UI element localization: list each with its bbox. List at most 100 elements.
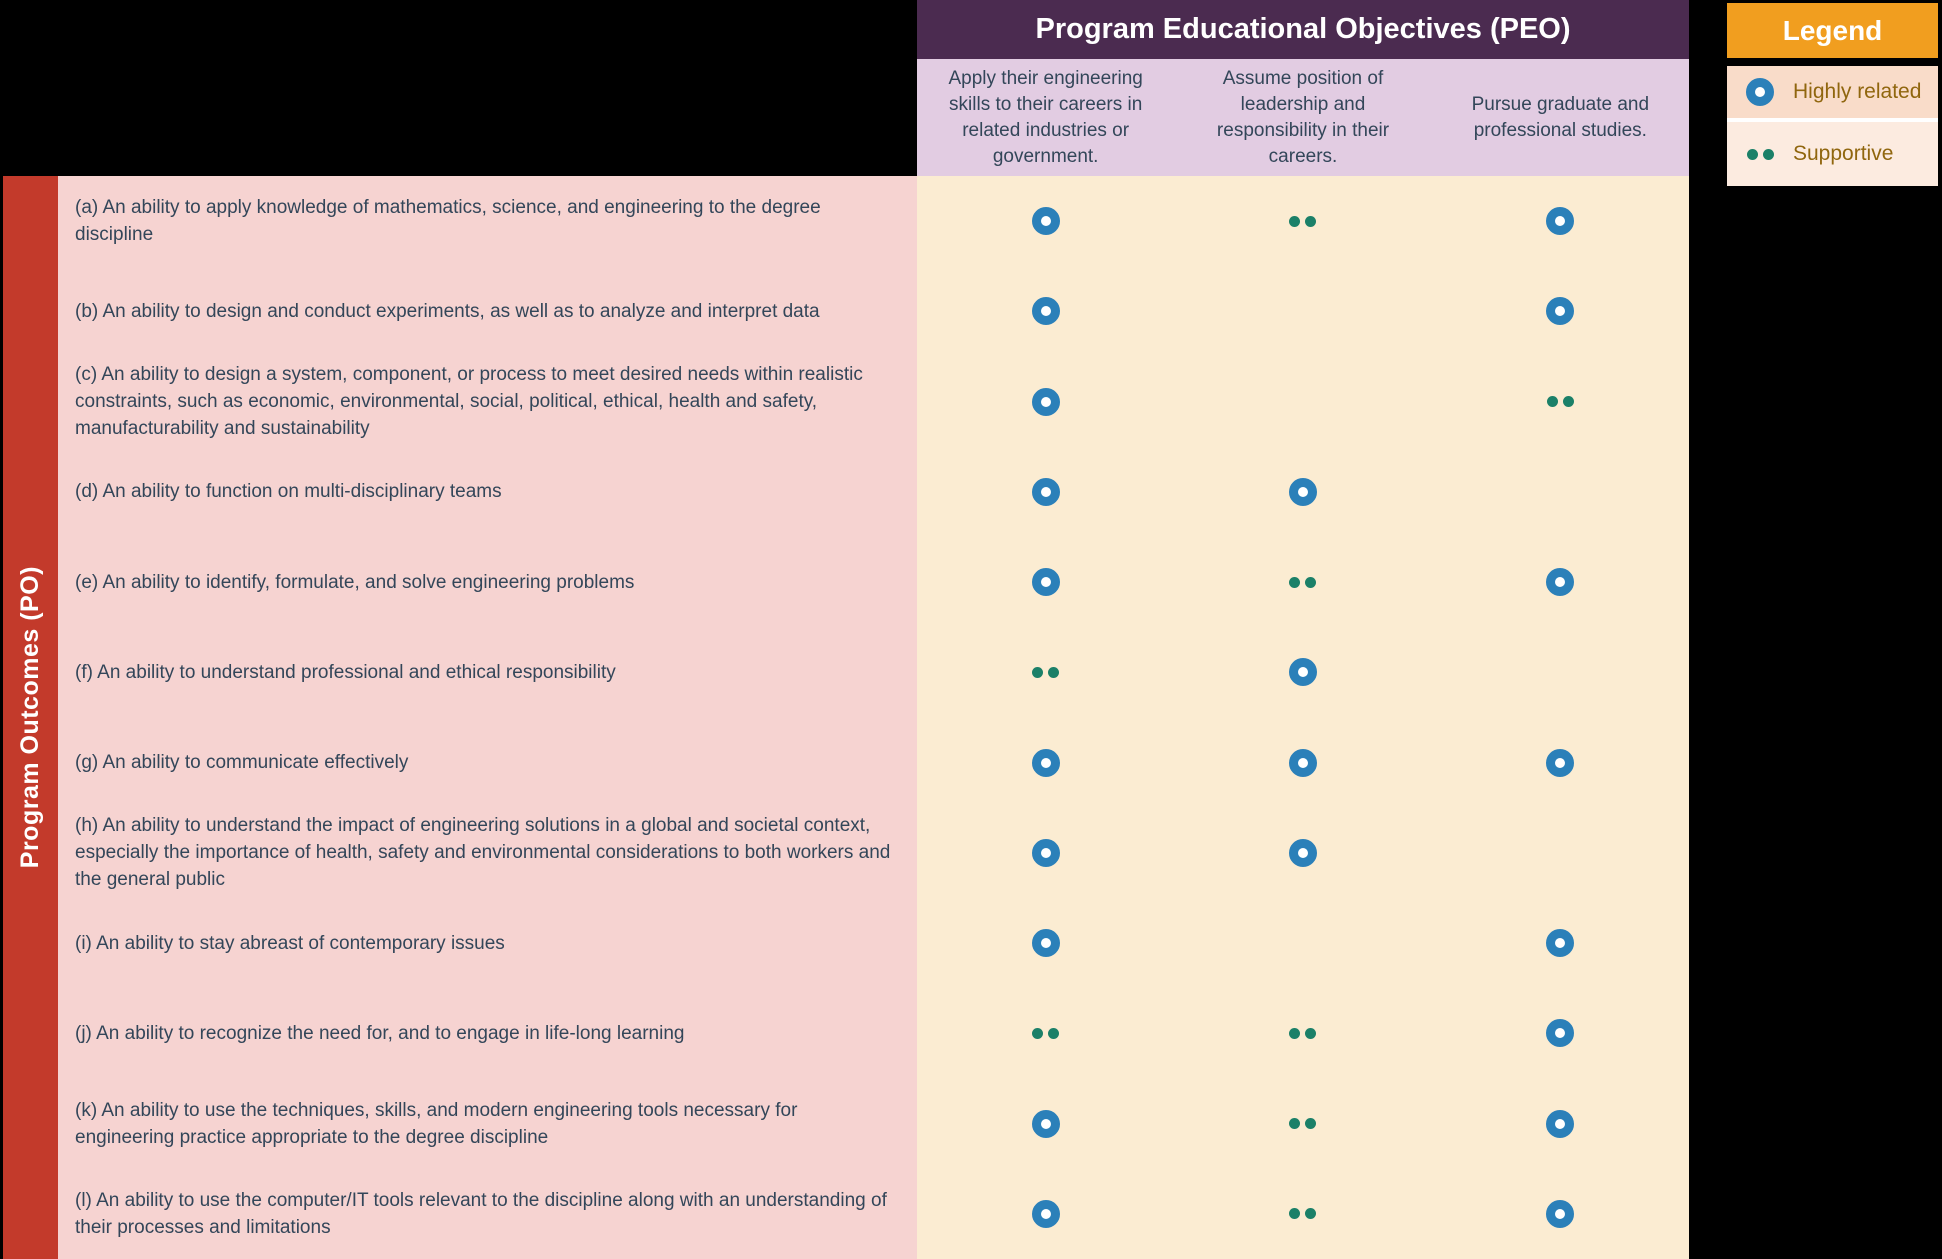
- supportive-icon: [1289, 215, 1317, 227]
- highly-related-icon: [1031, 568, 1060, 597]
- po-row-labels: (a) An ability to apply knowledge of mat…: [58, 176, 917, 1259]
- matrix-cell: [1174, 1079, 1431, 1169]
- po-row-label: (b) An ability to design and conduct exp…: [75, 300, 820, 322]
- matrix-row: [917, 176, 1689, 266]
- supportive-icon: [1032, 666, 1060, 678]
- matrix-cell: [1432, 627, 1689, 717]
- supportive-icon: [1289, 1208, 1317, 1220]
- matrix-cell: [1174, 627, 1431, 717]
- po-row-label: (l) An ability to use the computer/IT to…: [75, 1189, 887, 1238]
- peo-column-label: Assume position of leadership and respon…: [1216, 67, 1390, 167]
- highly-related-icon: [1546, 1199, 1575, 1228]
- matrix-cell: [1174, 1169, 1431, 1259]
- matrix-row: [917, 718, 1689, 808]
- matrix-cell: [1432, 537, 1689, 627]
- matrix-cell: [1432, 447, 1689, 537]
- po-row-label: (d) An ability to function on multi-disc…: [75, 481, 502, 503]
- po-axis-title: Program Outcomes (PO): [16, 566, 44, 869]
- matrix-cell: [1174, 266, 1431, 356]
- matrix-cell: [917, 447, 1174, 537]
- matrix-cell: [1174, 808, 1431, 898]
- legend-items: Highly related Supportive: [1727, 66, 1938, 186]
- po-row-label: (a) An ability to apply knowledge of mat…: [75, 197, 821, 246]
- highly-related-icon: [1031, 748, 1060, 777]
- supportive-icon: [1289, 1027, 1317, 1039]
- matrix-cell: [1174, 357, 1431, 447]
- matrix-cell: [917, 808, 1174, 898]
- matrix-cell: [917, 176, 1174, 266]
- matrix-cell: [917, 988, 1174, 1078]
- highly-related-icon: [1031, 1199, 1060, 1228]
- highly-related-icon: [1031, 477, 1060, 506]
- peo-column-label: Pursue graduate and professional studies…: [1471, 93, 1650, 141]
- matrix-row: [917, 447, 1689, 537]
- highly-related-icon: [1546, 297, 1575, 326]
- legend: Legend Highly related Supportive: [1727, 3, 1938, 186]
- matrix-cell: [917, 1169, 1174, 1259]
- legend-item-label: Highly related: [1793, 80, 1922, 103]
- matrix-cell: [917, 898, 1174, 988]
- supportive-icon: [1746, 148, 1774, 160]
- highly-related-icon: [1288, 658, 1317, 687]
- peo-column-headers: Apply their engineering skills to their …: [917, 59, 1689, 176]
- supportive-icon: [1546, 396, 1574, 408]
- matrix-cell: [917, 1079, 1174, 1169]
- po-row-label: (k) An ability to use the techniques, sk…: [75, 1099, 798, 1148]
- legend-marker: [1727, 78, 1793, 106]
- highly-related-icon: [1546, 748, 1575, 777]
- matrix-cell: [1432, 1169, 1689, 1259]
- po-row-label: (e) An ability to identify, formulate, a…: [75, 571, 635, 593]
- matrix-cell: [917, 357, 1174, 447]
- matrix-row: [917, 357, 1689, 447]
- highly-related-icon: [1031, 207, 1060, 236]
- matrix-cell: [1432, 988, 1689, 1078]
- highly-related-icon: [1031, 838, 1060, 867]
- matrix-row: [917, 898, 1689, 988]
- legend-item: Highly related: [1727, 66, 1938, 118]
- highly-related-icon: [1288, 838, 1317, 867]
- highly-related-icon: [1288, 748, 1317, 777]
- matrix-cell: [1432, 1079, 1689, 1169]
- po-row-label: (g) An ability to communicate effectivel…: [75, 752, 409, 774]
- matrix-cell: [1174, 176, 1431, 266]
- matrix-grid: [917, 176, 1689, 1259]
- matrix-cell: [1174, 447, 1431, 537]
- matrix-cell: [917, 627, 1174, 717]
- supportive-icon: [1289, 576, 1317, 588]
- highly-related-icon: [1031, 929, 1060, 958]
- legend-item-label: Supportive: [1793, 142, 1894, 165]
- matrix-cell: [917, 266, 1174, 356]
- supportive-icon: [1289, 1118, 1317, 1130]
- matrix-row: [917, 988, 1689, 1078]
- matrix-row: [917, 1169, 1689, 1259]
- matrix-cell: [917, 537, 1174, 627]
- highly-related-icon: [1546, 207, 1575, 236]
- matrix-cell: [1432, 357, 1689, 447]
- highly-related-icon: [1546, 568, 1575, 597]
- matrix-row: [917, 266, 1689, 356]
- supportive-icon: [1032, 1027, 1060, 1039]
- matrix-row: [917, 627, 1689, 717]
- matrix-cell: [1432, 266, 1689, 356]
- po-axis-band: Program Outcomes (PO): [3, 176, 58, 1259]
- po-row-label: (f) An ability to understand professiona…: [75, 661, 616, 683]
- highly-related-icon: [1031, 1109, 1060, 1138]
- matrix-cell: [1432, 718, 1689, 808]
- matrix-cell: [1174, 718, 1431, 808]
- peo-header-banner: Program Educational Objectives (PEO): [917, 0, 1689, 59]
- matrix-cell: [1174, 537, 1431, 627]
- matrix-row: [917, 537, 1689, 627]
- highly-related-icon: [1546, 1019, 1575, 1048]
- matrix-row: [917, 1079, 1689, 1169]
- legend-item: Supportive: [1727, 122, 1938, 186]
- legend-title: Legend: [1727, 3, 1938, 58]
- highly-related-icon: [1546, 929, 1575, 958]
- legend-marker: [1727, 148, 1793, 160]
- po-row-label: (c) An ability to design a system, compo…: [75, 364, 863, 440]
- highly-related-icon: [1031, 297, 1060, 326]
- po-row-label: (h) An ability to understand the impact …: [75, 815, 891, 891]
- matrix-cell: [917, 718, 1174, 808]
- matrix-row: [917, 808, 1689, 898]
- highly-related-icon: [1288, 477, 1317, 506]
